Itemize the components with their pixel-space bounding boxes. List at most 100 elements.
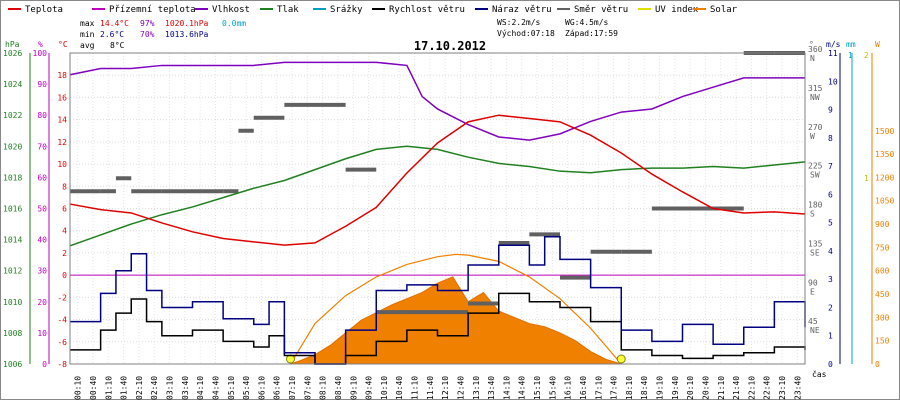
tick-time: 17:40 [610,376,619,400]
tick-direction: 360 [808,45,823,54]
tick-percent: 90 [37,80,47,89]
tick-time: 03:40 [181,376,190,400]
tick-ms: 8 [828,134,833,143]
tick-time: 22:10 [747,376,756,400]
tick-solar: 300 [875,313,890,322]
tick-direction-name: E [810,287,815,296]
tick-ms: 4 [828,247,833,256]
tick-time: 13:10 [472,376,481,400]
tick-direction-name: S [810,210,815,219]
tick-ms: 5 [828,219,833,228]
legend-label-feels: Přízemní teplota [109,5,196,15]
tick-time: 06:40 [273,376,282,400]
tick-percent: 100 [33,49,48,58]
series-press [69,145,806,247]
summary-max-rain: 0.0mm [222,19,246,28]
tick-time: 16:40 [579,376,588,400]
summary-max-temp: 14.4°C [100,19,129,28]
tick-solar: 1500 [875,127,894,136]
tick-time: 08:40 [334,376,343,400]
tick-time: 13:40 [487,376,496,400]
axis-unit-celsius: °C [58,40,68,49]
summary-avg-label: avg [80,41,95,50]
tick-solar: 150 [875,337,890,346]
legend-label-press: Tlak [277,5,299,15]
tick-time: 22:40 [763,376,772,400]
axis-unit-mm: mm [846,40,856,49]
tick-hpa: 1016 [3,205,22,214]
tick-time: 11:10 [411,376,420,400]
tick-celsius: 10 [57,160,67,169]
summary-max-hum: 97% [140,19,155,28]
tick-direction-name: NW [810,93,820,102]
tick-time: 16:10 [564,376,573,400]
tick-solar: 750 [875,243,890,252]
summary-min-hum: 70% [140,30,155,39]
tick-celsius: 6 [62,205,67,214]
tick-time: 14:10 [502,376,511,400]
legend-label-solar: Solar [710,5,738,15]
tick-direction-name: SW [810,171,820,180]
tick-hpa: 1010 [3,298,22,307]
tick-percent: 80 [37,111,47,120]
tick-ms: 9 [828,106,833,115]
tick-celsius: 18 [57,71,67,80]
tick-hpa: 1006 [3,360,22,369]
tick-hpa: 1022 [3,111,22,120]
summary-min-press: 1013.6hPa [165,30,209,39]
tick-time: 21:10 [717,376,726,400]
tick-percent: 60 [37,173,47,182]
tick-celsius: -4 [57,316,67,325]
tick-ms: 0 [828,360,833,369]
tick-hpa: 1012 [3,267,22,276]
tick-solar: 600 [875,267,890,276]
tick-time: 19:40 [671,376,680,400]
tick-solar: 1050 [875,197,894,206]
tick-ms: 2 [828,303,833,312]
tick-percent: 40 [37,236,47,245]
tick-direction: 270 [808,123,823,132]
tick-celsius: 14 [57,116,67,125]
tick-celsius: 8 [62,182,67,191]
summary-sunrise: Východ:07:18 [497,29,555,38]
legend-label-wd: Směr větru [574,5,628,15]
tick-percent: 20 [37,298,47,307]
legend-label-temp: Teplota [25,5,63,15]
tick-solar: 1200 [875,173,894,182]
axis-unit-direction: ° [809,40,814,49]
tick-time: 07:10 [288,376,297,400]
tick-time: 19:10 [656,376,665,400]
tick-percent: 70 [37,142,47,151]
tick-time: 03:10 [166,376,175,400]
tick-time: 11:40 [426,376,435,400]
tick-time: 00:10 [74,376,83,400]
tick-direction: 90 [808,278,818,287]
tick-direction: 45 [808,317,818,326]
summary-max-press: 1020.1hPa [165,19,209,28]
tick-ms: 3 [828,275,833,284]
tick-time: 10:40 [395,376,404,400]
tick-direction-name: SE [810,248,820,257]
summary-max-label: max [80,19,95,28]
tick-hpa: 1008 [3,329,22,338]
tick-celsius: 0 [62,271,67,280]
tick-celsius: 2 [62,249,67,258]
summary-min-temp: 2.6°C [100,30,124,39]
summary-min-label: min [80,30,95,39]
tick-time: 23:40 [793,376,802,400]
tick-time: 20:10 [686,376,695,400]
tick-uv: 2 [864,51,869,60]
legend-label-rain: Srážky [330,5,363,15]
tick-time: 21:40 [732,376,741,400]
summary-wg: WG:4.5m/s [565,18,609,27]
tick-time: 01:40 [120,376,129,400]
axis-unit-percent: % [38,40,43,49]
x-axis-label: čas [812,369,827,379]
tick-celsius: 4 [62,227,67,236]
tick-percent: 0 [42,360,47,369]
tick-time: 12:40 [456,376,465,400]
tick-time: 18:10 [625,376,634,400]
tick-celsius: 12 [57,138,67,147]
chart-title: 17.10.2012 [414,39,486,53]
